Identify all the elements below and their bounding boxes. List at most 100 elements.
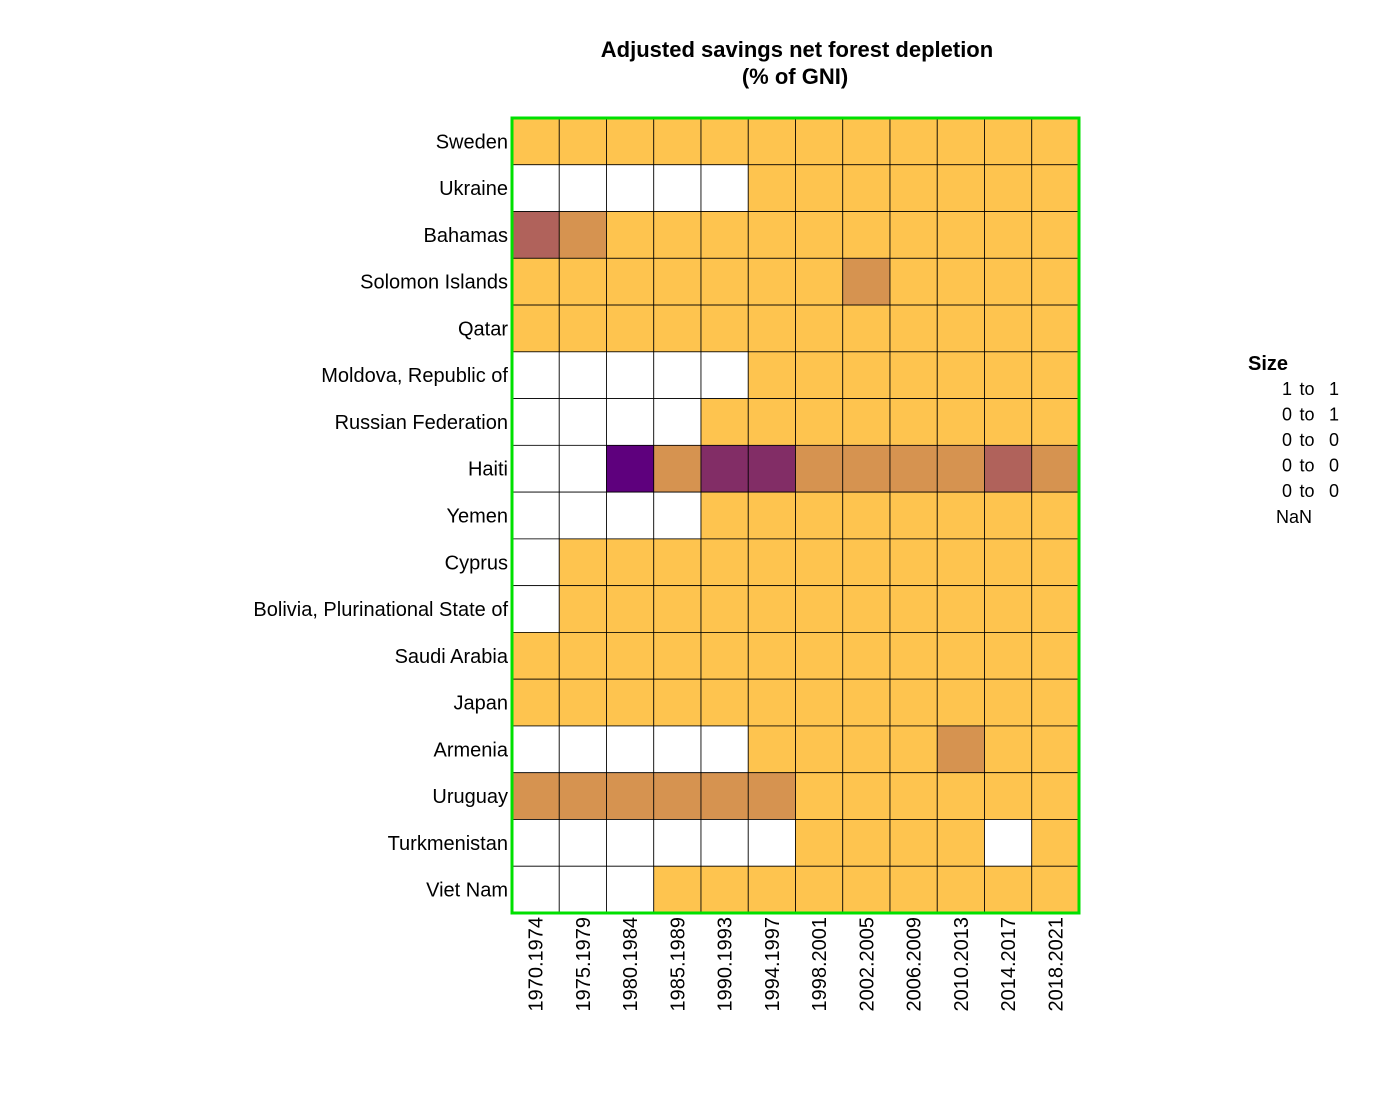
- heatmap-cell: [795, 632, 844, 680]
- heatmap-cell: [558, 211, 607, 259]
- heatmap-cell: [700, 725, 749, 774]
- heatmap-cell: [653, 865, 702, 914]
- heatmap-cell: [606, 725, 655, 774]
- heatmap-cell: [1031, 632, 1080, 680]
- column-label: 2002.2005: [856, 917, 878, 1012]
- heatmap-cell: [842, 865, 891, 914]
- heatmap-cell: [653, 491, 702, 540]
- legend: Size 1 to 1 0 to 1 0 to 0 0 to 0 0 to 0 NaN: [1248, 353, 1339, 527]
- heatmap-cell: [700, 865, 749, 914]
- heatmap-cell: [511, 444, 560, 493]
- heatmap-cell: [653, 351, 702, 399]
- heatmap-cell: [936, 164, 985, 212]
- heatmap-cell: [653, 725, 702, 774]
- heatmap-cell: [1031, 772, 1080, 820]
- heatmap-cell: [511, 585, 560, 633]
- legend-separator: to: [1299, 481, 1314, 501]
- heatmap-cell: [936, 772, 985, 820]
- heatmap-cell: [700, 211, 749, 259]
- heatmap-cell: [984, 211, 1033, 259]
- heatmap-cell: [511, 865, 560, 914]
- heatmap-cell: [795, 164, 844, 212]
- heatmap-cell: [889, 117, 938, 166]
- heatmap-cell: [747, 819, 796, 867]
- heatmap-cell: [700, 444, 749, 493]
- heatmap-cell: [558, 117, 607, 166]
- heatmap-cell: [606, 678, 655, 727]
- heatmap-cell: [653, 398, 702, 446]
- heatmap-cell: [984, 725, 1033, 774]
- heatmap-cell: [606, 585, 655, 633]
- heatmap-cell: [1031, 211, 1080, 259]
- heatmap-cell: [511, 164, 560, 212]
- heatmap-cell: [795, 304, 844, 353]
- heatmap-cell: [606, 304, 655, 353]
- column-label: 1998.2001: [809, 917, 831, 1012]
- heatmap-cell: [936, 444, 985, 493]
- heatmap-cell: [558, 585, 607, 633]
- heatmap-cell: [984, 585, 1033, 633]
- row-label: Bahamas: [424, 225, 509, 247]
- heatmap-cell: [606, 211, 655, 259]
- heatmap-cell: [747, 585, 796, 633]
- heatmap-cell: [558, 398, 607, 446]
- heatmap-cell: [984, 632, 1033, 680]
- heatmap-cell: [795, 819, 844, 867]
- heatmap-cell: [653, 164, 702, 212]
- heatmap-cell: [700, 585, 749, 633]
- heatmap-cell: [984, 304, 1033, 353]
- heatmap-cell: [842, 772, 891, 820]
- heatmap-cell: [558, 538, 607, 587]
- heatmap-cell: [558, 164, 607, 212]
- heatmap-cell: [653, 678, 702, 727]
- heatmap-cell: [606, 257, 655, 306]
- legend-separator: to: [1299, 405, 1314, 425]
- heatmap-cell: [795, 865, 844, 914]
- heatmap-cell: [700, 351, 749, 399]
- heatmap-cell: [700, 538, 749, 587]
- heatmap-cell: [1031, 304, 1080, 353]
- heatmap-cell: [1031, 351, 1080, 399]
- heatmap-cell: [1031, 117, 1080, 166]
- heatmap-cell: [700, 772, 749, 820]
- legend-from: 1: [1282, 379, 1292, 399]
- row-label: Turkmenistan: [388, 833, 508, 855]
- heatmap-cell: [558, 444, 607, 493]
- heatmap-cell: [653, 304, 702, 353]
- heatmap-cell: [653, 772, 702, 820]
- heatmap-cell: [889, 164, 938, 212]
- grid-border: [510, 116, 1081, 915]
- column-label: 1985.1989: [667, 917, 689, 1012]
- heatmap-cell: [700, 491, 749, 540]
- heatmap-cell: [936, 585, 985, 633]
- heatmap-cell: [511, 491, 560, 540]
- heatmap-cell: [795, 117, 844, 166]
- heatmap-cell: [795, 678, 844, 727]
- row-label: Cyprus: [445, 552, 508, 574]
- column-label: 2014.2017: [998, 917, 1020, 1012]
- heatmap-cell: [700, 678, 749, 727]
- heatmap-cell: [511, 632, 560, 680]
- heatmap-cell: [842, 351, 891, 399]
- heatmap-cell: [747, 865, 796, 914]
- heatmap-cell: [984, 164, 1033, 212]
- legend-to: 0: [1329, 430, 1339, 450]
- row-label: Bolivia, Plurinational State of: [253, 599, 508, 621]
- heatmap-cell: [889, 211, 938, 259]
- row-label: Saudi Arabia: [395, 646, 509, 668]
- heatmap-cell: [1031, 257, 1080, 306]
- heatmap-cell: [795, 257, 844, 306]
- heatmap-cell: [889, 444, 938, 493]
- heatmap-cell: [606, 865, 655, 914]
- heatmap-cell: [795, 585, 844, 633]
- heatmap-cell: [889, 398, 938, 446]
- heatmap-cell: [558, 351, 607, 399]
- column-labels: 1970.1974 1975.1979 1980.1984 1985.1989 1990…: [526, 917, 1068, 1012]
- heatmap-cell: [795, 491, 844, 540]
- heatmap-cell: [511, 819, 560, 867]
- heatmap-cell: [842, 398, 891, 446]
- heatmap-cell: [558, 819, 607, 867]
- column-label: 1990.1993: [715, 917, 737, 1012]
- heatmap-cell: [653, 444, 702, 493]
- row-label: Viet Nam: [426, 880, 508, 902]
